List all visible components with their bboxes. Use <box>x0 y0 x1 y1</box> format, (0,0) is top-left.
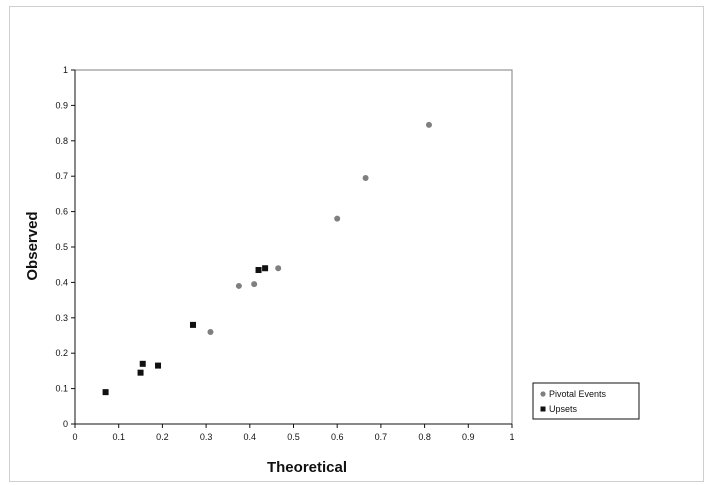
legend-label-upsets: Upsets <box>549 404 578 414</box>
y-tick-label: 0.2 <box>55 348 68 358</box>
legend-marker-upsets <box>540 406 546 412</box>
y-tick-label: 0.6 <box>55 207 68 217</box>
x-ticks: 0 0.1 0.2 0.3 0.4 0.5 0.6 0.7 0.8 0.9 1 <box>72 424 515 442</box>
x-tick-label: 0.2 <box>156 432 169 442</box>
point-upsets <box>139 360 146 367</box>
point-pivotal-events <box>251 281 258 288</box>
x-tick-label: 1 <box>509 432 514 442</box>
point-upsets <box>155 362 162 369</box>
x-tick-label: 0.6 <box>331 432 344 442</box>
point-upsets <box>255 267 262 274</box>
point-upsets <box>262 265 269 272</box>
point-pivotal-events <box>235 282 242 289</box>
y-tick-label: 1 <box>63 65 68 75</box>
point-upsets <box>189 321 196 328</box>
y-tick-label: 0.7 <box>55 171 68 181</box>
y-tick-label: 0.9 <box>55 100 68 110</box>
point-pivotal-events <box>425 121 432 128</box>
x-tick-label: 0.3 <box>200 432 213 442</box>
y-tick-label: 0.8 <box>55 136 68 146</box>
point-upsets <box>102 389 109 396</box>
point-pivotal-events <box>207 328 214 335</box>
x-tick-label: 0.4 <box>244 432 257 442</box>
x-tick-label: 0.8 <box>418 432 431 442</box>
y-tick-label: 0.3 <box>55 313 68 323</box>
point-pivotal-events <box>362 174 369 181</box>
legend-label-pivotal-events: Pivotal Events <box>549 389 607 399</box>
legend-item-pivotal-events: Pivotal Events <box>540 389 607 399</box>
x-tick-label: 0.5 <box>287 432 300 442</box>
x-axis-title: Theoretical <box>267 459 347 476</box>
y-ticks: 0 0.1 0.2 0.3 0.4 0.5 0.6 0.7 0.8 0.9 1 <box>55 65 75 429</box>
x-tick-label: 0.1 <box>112 432 125 442</box>
x-tick-label: 0.9 <box>462 432 475 442</box>
data-points <box>102 121 432 396</box>
point-pivotal-events <box>334 215 341 222</box>
point-upsets <box>137 369 144 376</box>
y-tick-label: 0.4 <box>55 277 68 287</box>
point-pivotal-events <box>275 265 282 272</box>
legend-box <box>532 382 640 420</box>
legend-marker-pivotal-events <box>540 391 546 397</box>
x-tick-label: 0.7 <box>375 432 388 442</box>
x-tick-label: 0 <box>72 432 77 442</box>
y-tick-label: 0.5 <box>55 242 68 252</box>
legend: Pivotal Events Upsets <box>532 382 640 420</box>
y-tick-label: 0 <box>63 419 68 429</box>
legend-item-upsets: Upsets <box>540 404 578 414</box>
y-tick-label: 0.1 <box>55 384 68 394</box>
y-axis-title: Observed <box>24 211 41 280</box>
